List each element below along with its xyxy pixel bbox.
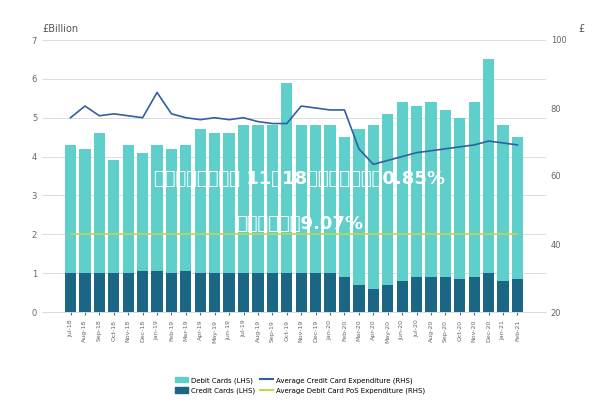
Bar	[151, 271, 163, 312]
Bar	[483, 60, 494, 273]
Bar	[353, 129, 365, 285]
Bar	[65, 273, 76, 312]
Bar	[267, 126, 278, 273]
Bar	[425, 277, 437, 312]
Bar	[137, 271, 148, 312]
Bar	[79, 273, 91, 312]
Bar	[166, 149, 177, 273]
Bar	[512, 279, 523, 312]
Bar	[108, 160, 119, 273]
Bar	[411, 106, 422, 277]
Bar	[180, 271, 191, 312]
Bar	[253, 126, 263, 273]
Text: £: £	[579, 24, 585, 34]
Bar	[339, 137, 350, 277]
Bar	[281, 273, 292, 312]
Bar	[397, 102, 408, 281]
Bar	[151, 145, 163, 271]
Bar	[267, 273, 278, 312]
Bar	[281, 83, 292, 273]
Bar	[497, 281, 509, 312]
Bar	[440, 277, 451, 312]
Text: ，转股溢价率9.07%: ，转股溢价率9.07%	[236, 215, 364, 233]
Text: 股票配资分仓系统 11月18日常銀转债下跳0.85%: 股票配资分仓系统 11月18日常銀转债下跳0.85%	[155, 170, 445, 188]
Bar	[79, 149, 91, 273]
Bar	[325, 273, 335, 312]
Bar	[238, 126, 249, 273]
Bar	[108, 273, 119, 312]
Bar	[469, 102, 480, 277]
Bar	[353, 285, 365, 312]
Bar	[296, 126, 307, 273]
Bar	[209, 273, 220, 312]
Bar	[94, 133, 105, 273]
Bar	[180, 145, 191, 271]
Bar	[497, 126, 509, 281]
Bar	[166, 273, 177, 312]
Bar	[368, 289, 379, 312]
Bar	[397, 281, 408, 312]
Bar	[94, 273, 105, 312]
Text: £Billion: £Billion	[42, 24, 78, 34]
Bar	[483, 273, 494, 312]
Bar	[194, 129, 206, 273]
Bar	[512, 137, 523, 279]
Bar	[122, 273, 134, 312]
Bar	[223, 133, 235, 273]
Bar	[122, 145, 134, 273]
Bar	[65, 145, 76, 273]
Bar	[339, 277, 350, 312]
Bar	[137, 153, 148, 271]
Bar	[454, 118, 466, 279]
Bar	[194, 273, 206, 312]
Bar	[223, 273, 235, 312]
Bar	[253, 273, 263, 312]
Bar	[382, 285, 394, 312]
Bar	[238, 273, 249, 312]
Bar	[440, 110, 451, 277]
Bar	[310, 126, 321, 273]
Bar	[425, 102, 437, 277]
Bar	[454, 279, 466, 312]
Bar	[296, 273, 307, 312]
Bar	[411, 277, 422, 312]
Legend: Debit Cards (LHS), Credit Cards (LHS), Average Credit Card Expenditure (RHS), Av: Debit Cards (LHS), Credit Cards (LHS), A…	[173, 374, 427, 396]
Bar	[209, 133, 220, 273]
Bar	[325, 126, 335, 273]
Bar	[469, 277, 480, 312]
Bar	[310, 273, 321, 312]
Bar	[368, 126, 379, 289]
Bar	[382, 114, 394, 285]
